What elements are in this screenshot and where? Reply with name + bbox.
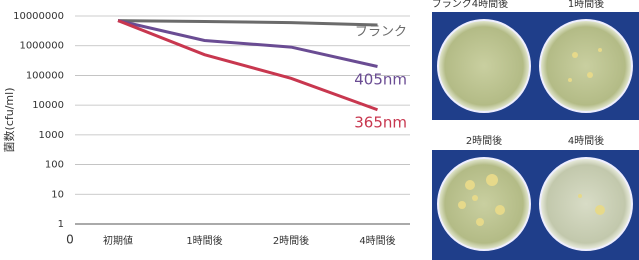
x-tick-label: 初期値 [103, 234, 133, 247]
photo-caption: 2時間後 [466, 134, 502, 147]
y-tick-label: 1000 [39, 130, 64, 141]
x-tick-label: 2時間後 [273, 234, 309, 247]
dish [540, 20, 632, 112]
y-tick-label: 10000 [32, 100, 64, 111]
y-tick-label: 10 [51, 189, 64, 200]
series-label: 365nm [354, 114, 407, 132]
series-label: ブランク [355, 24, 407, 40]
photo-caption: ブランク4時間後 [432, 0, 508, 10]
y-tick-label: 1000000 [19, 41, 64, 52]
y-axis-label: 菌数(cfu/ml) [3, 88, 16, 153]
y-tick-label: 100 [45, 160, 64, 171]
y-tick-label: 100000 [26, 70, 64, 81]
photo-panel: ブランク4時間後 1時間後 2時間後 4時間後 [432, 0, 639, 260]
x-tick-label: 4時間後 [359, 234, 395, 247]
x-tick-label: 1時間後 [186, 234, 222, 247]
page: ブランク4時間後 1時間後 2時間後 4時間後 菌数(cfu/ml) 0 110… [0, 0, 639, 260]
y-tick-label: 10000000 [13, 11, 64, 22]
series-label: 405nm [354, 71, 407, 89]
photo-caption: 1時間後 [568, 0, 604, 10]
dish [438, 158, 530, 250]
y-tick-label: 1 [58, 219, 64, 230]
series-line [118, 21, 378, 67]
dish [540, 158, 632, 250]
photo-caption: 4時間後 [568, 134, 604, 147]
series-line [118, 21, 378, 110]
series-line [118, 21, 378, 25]
origin-label: 0 [66, 233, 74, 247]
dish [438, 20, 530, 112]
